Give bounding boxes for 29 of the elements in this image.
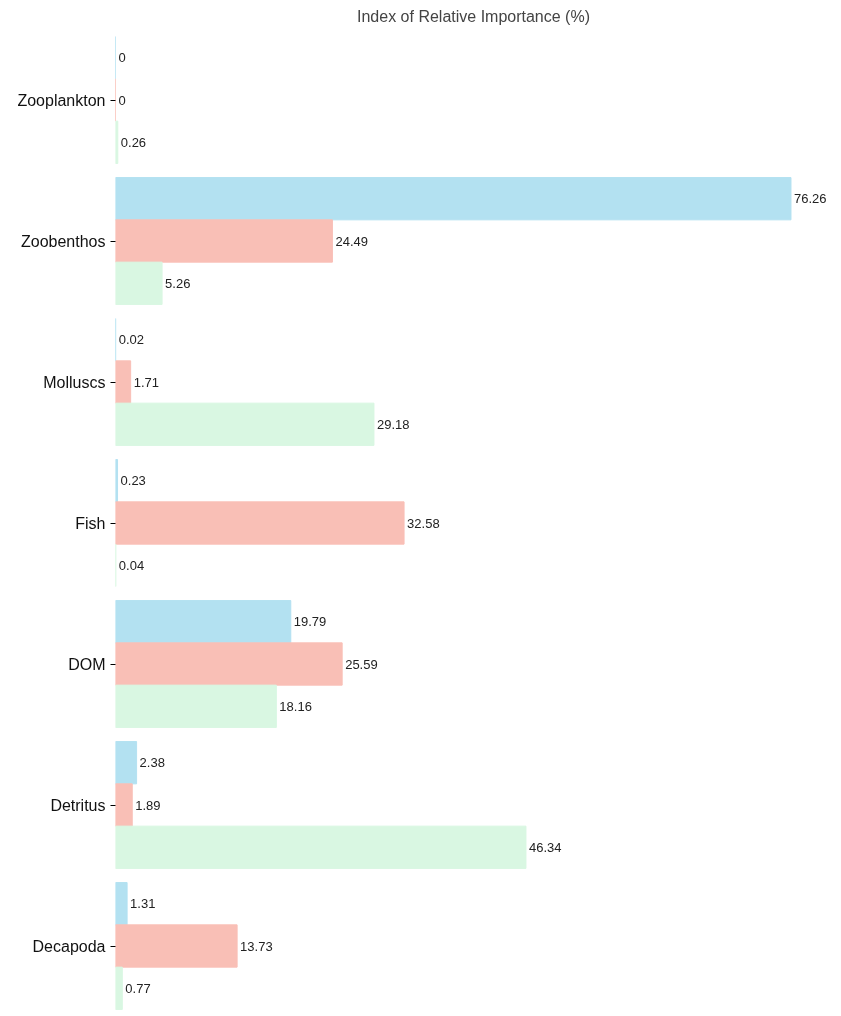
data-label: 0 — [118, 92, 126, 108]
data-label: 1.31 — [130, 896, 156, 912]
data-label: 32.58 — [407, 515, 440, 531]
data-label: 0.26 — [120, 134, 147, 150]
chart-title: Index of Relative Importance (%) — [357, 7, 590, 25]
data-label: 0.77 — [125, 980, 151, 996]
data-label: 19.79 — [293, 614, 327, 630]
data-label: 0.02 — [118, 332, 144, 348]
y-tick-label: Decapoda — [32, 937, 106, 955]
y-tick-label: Zoobenthos — [20, 232, 106, 250]
data-label: 29.18 — [376, 416, 410, 432]
y-tick-label: Fish — [75, 514, 106, 532]
data-label: 76.26 — [793, 191, 827, 207]
data-label: 5.26 — [165, 275, 191, 291]
data-label: 1.89 — [135, 797, 161, 813]
data-label: 24.49 — [335, 233, 368, 249]
data-label: 18.16 — [279, 698, 312, 714]
data-label: 46.34 — [528, 839, 562, 855]
data-label: 1.71 — [133, 374, 159, 390]
data-label: 2.38 — [139, 755, 165, 771]
y-tick-label: Detritus — [50, 796, 106, 814]
data-label: 0 — [118, 50, 126, 66]
y-tick-label: Molluscs — [43, 373, 106, 391]
data-label: 25.59 — [345, 656, 378, 672]
data-label: 0.04 — [118, 557, 145, 573]
y-tick-label: Zooplankton — [17, 91, 106, 109]
y-tick-label: DOM — [68, 655, 106, 673]
data-label: 0.23 — [120, 473, 146, 489]
data-label: 13.73 — [240, 938, 273, 954]
